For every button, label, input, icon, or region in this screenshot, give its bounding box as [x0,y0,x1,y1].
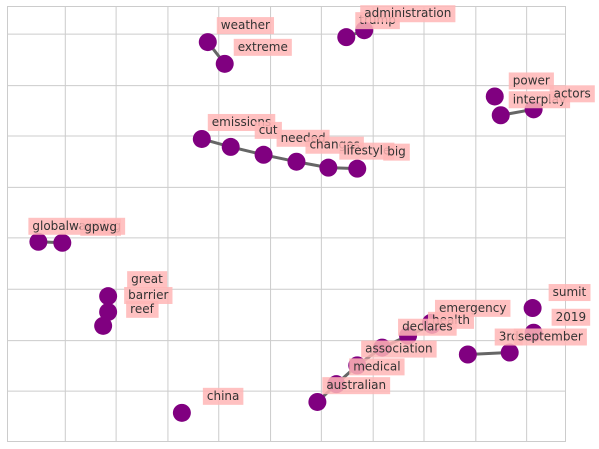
label-weather: weather [216,17,275,35]
label-text-power: power [513,73,550,87]
label-text-weather: weather [221,18,270,32]
node-3rd [500,343,519,362]
label-box-2019 [551,308,591,326]
label-cut: cut [254,121,282,139]
label-box-administration [360,5,456,23]
label-box-cut [254,121,282,139]
label-text-administration: administration [364,6,451,20]
label-september: september [513,328,587,346]
label-layer: weatherextremetrumpadministrationpowerin… [28,5,595,405]
node-china [172,403,191,422]
label-text-association: association [365,342,432,356]
node-emissions [192,129,211,148]
label-box-actors [549,85,595,103]
node-september [458,345,477,364]
label-box-reef [126,300,159,318]
node-trump [337,28,356,47]
label-text-3rd: 3rd [499,330,519,344]
label-2019: 2019 [551,308,591,326]
label-medical: medical [349,358,405,376]
node-big [348,159,367,178]
label-association: association [361,340,437,358]
label-great: great [127,271,168,289]
node-interplay [491,106,510,125]
label-declares: declares [398,318,457,336]
label-box-extreme [233,38,292,56]
node-gpwg [53,233,72,252]
label-text-australian: australian [326,378,386,392]
node-great [99,287,118,306]
label-sumit: sumit [548,284,591,302]
label-text-great: great [131,272,163,286]
label-text-gpwg: gpwg [84,220,117,234]
label-china: china [202,387,244,405]
label-power: power [508,72,554,90]
node-cut [221,137,240,156]
label-box-lifestyle [339,142,395,160]
node-barrier [99,302,118,321]
plot-frame [7,6,566,442]
label-text-emergency: emergency [439,301,506,315]
label-text-actors: actors [554,86,591,100]
label-box-australian [322,377,391,395]
label-box-sumit [548,284,591,302]
label-box-weather [216,17,275,35]
node-reef [94,316,113,335]
label-box-power [508,72,554,90]
label-text-declares: declares [402,320,453,334]
node-needed [254,145,273,164]
label-reef: reef [126,300,159,318]
label-box-big [383,143,410,161]
label-box-association [361,340,437,358]
label-extreme: extreme [233,38,292,56]
label-lifestyle: lifestyle [339,142,395,160]
node-australian-2 [308,392,327,411]
label-australian: australian [322,377,391,395]
label-text-september: september [518,330,583,344]
label-box-great [127,271,168,289]
node-changes [287,152,306,171]
label-text-medical: medical [353,359,400,373]
label-administration: administration [360,5,456,23]
label-box-barrier [124,286,173,304]
node-power [485,87,504,106]
node-extreme [215,54,234,73]
label-text-2019: 2019 [556,310,587,324]
label-box-september [513,328,587,346]
label-text-sumit: sumit [553,285,587,299]
label-text-extreme: extreme [238,40,288,54]
label-box-declares [398,318,457,336]
label-gpwg: gpwg [80,218,121,236]
label-text-barrier: barrier [128,288,168,302]
label-box-gpwg [80,218,121,236]
label-big: big [383,143,410,161]
label-text-cut: cut [259,123,278,137]
node-globalwarming [29,232,48,251]
label-barrier: barrier [124,286,173,304]
label-text-lifestyle: lifestyle [343,144,390,158]
label-text-big: big [387,145,406,159]
node-weather [198,33,217,52]
label-box-china [202,387,244,405]
label-box-medical [349,358,405,376]
label-text-china: china [207,389,240,403]
node-sumit [523,299,542,318]
label-actors: actors [549,85,595,103]
node-lifestyle [319,158,338,177]
label-text-reef: reef [130,302,154,316]
